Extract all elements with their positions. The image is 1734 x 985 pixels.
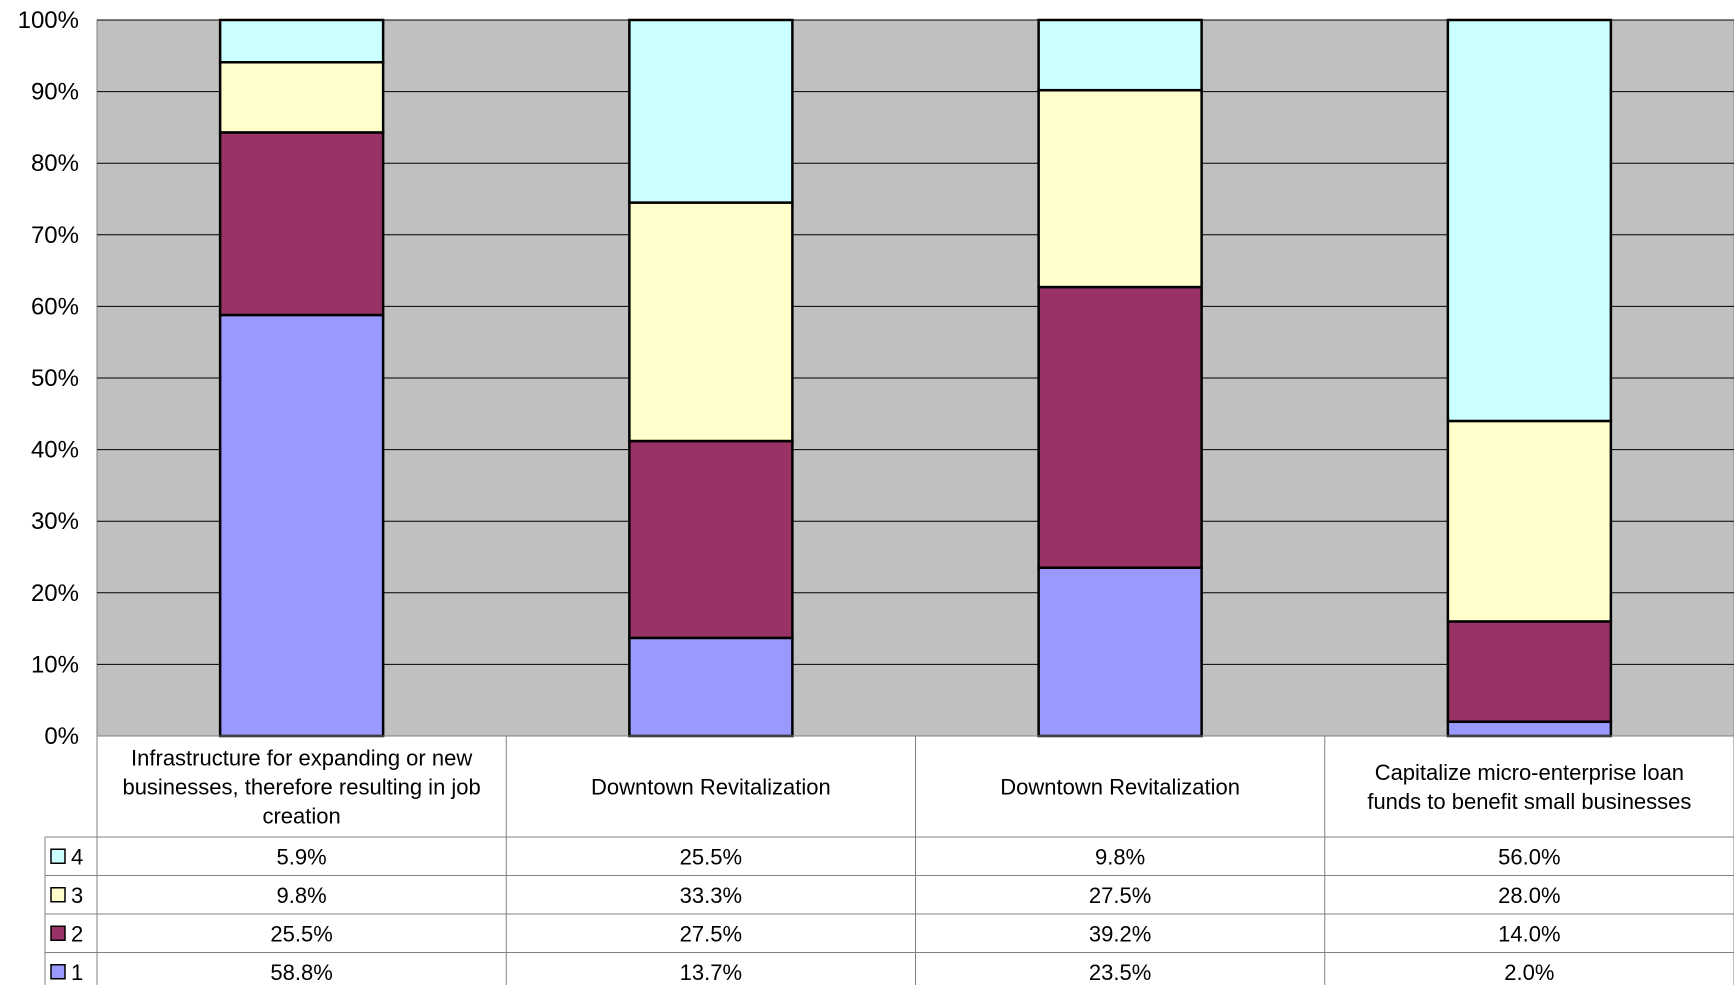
bar-segment-series-4: [218, 18, 385, 64]
legend-key-series-2: [50, 925, 66, 941]
category-header-label: creation: [262, 804, 340, 829]
legend-label-series-2: 2: [71, 921, 83, 946]
y-tick-label: 60%: [31, 293, 79, 320]
table-value-cell: 13.7%: [680, 960, 742, 985]
table-value-cell: 9.8%: [1095, 844, 1145, 869]
table-value-cell: 2.0%: [1504, 960, 1554, 985]
bar-stack: [628, 18, 794, 738]
bar-segment-series-2: [1037, 285, 1203, 569]
bar-segment-series-1: [1446, 720, 1613, 738]
category-header-label: Infrastructure for expanding or new: [131, 746, 472, 771]
table-value-cell: 56.0%: [1498, 844, 1560, 869]
bar-segment-series-4: [628, 18, 794, 204]
table-value-cell: 25.5%: [270, 921, 332, 946]
bar-segment-series-1: [1037, 566, 1203, 738]
legend-label-series-3: 3: [71, 883, 83, 908]
table-value-cell: 14.0%: [1498, 921, 1560, 946]
table-value-cell: 27.5%: [1089, 883, 1151, 908]
category-header-label: funds to benefit small businesses: [1367, 789, 1691, 814]
y-tick-label: 0%: [44, 723, 79, 750]
bar-segment-series-3: [628, 201, 794, 443]
y-tick-label: 20%: [31, 580, 79, 607]
bar-segment-series-3: [218, 60, 385, 134]
legend-label-series-1: 1: [71, 960, 83, 985]
y-tick-label: 50%: [31, 365, 79, 392]
table-value-cell: 23.5%: [1089, 960, 1151, 985]
table-value-cell: 39.2%: [1089, 921, 1151, 946]
y-tick-label: 80%: [31, 150, 79, 177]
table-value-cell: 9.8%: [277, 883, 327, 908]
bar-segment-series-4: [1037, 18, 1203, 92]
y-tick-label: 40%: [31, 437, 79, 464]
y-axis-tick-labels: 0% 10% 20% 30% 40% 50% 60% 70% 80% 90% 100%: [18, 7, 79, 750]
bar-segment-series-4: [1446, 18, 1613, 423]
data-table: Infrastructure for expanding or new busin…: [44, 735, 1734, 985]
legend-key-series-4: [50, 848, 66, 864]
category-header-label: Downtown Revitalization: [591, 775, 831, 800]
bar-segment-series-2: [218, 131, 385, 317]
bar-segment-series-1: [628, 636, 794, 738]
y-tick-label: 90%: [31, 79, 79, 106]
table-value-cell: 5.9%: [277, 844, 327, 869]
bar-stacks: [218, 18, 1613, 738]
category-header-label: businesses, therefore resulting in job: [122, 775, 480, 800]
table-value-cell: 27.5%: [680, 921, 742, 946]
bar-segment-series-2: [1446, 620, 1613, 723]
category-header-label: Downtown Revitalization: [1000, 775, 1240, 800]
table-value-cell: 25.5%: [680, 844, 742, 869]
y-tick-label: 10%: [31, 651, 79, 678]
bar-stack: [1037, 18, 1203, 738]
bar-stack: [218, 18, 385, 738]
category-header-label: Capitalize micro-enterprise loan: [1375, 760, 1684, 785]
bar-stack: [1446, 18, 1613, 738]
bar-segment-series-3: [1037, 88, 1203, 289]
legend-key-series-1: [50, 964, 66, 980]
y-tick-label: 100%: [18, 7, 79, 34]
y-tick-label: 70%: [31, 222, 79, 249]
bar-segment-series-1: [218, 313, 385, 738]
table-value-cell: 28.0%: [1498, 883, 1560, 908]
table-value-cell: 33.3%: [680, 883, 742, 908]
bar-segment-series-2: [628, 439, 794, 640]
table-value-cell: 58.8%: [270, 960, 332, 985]
bar-segment-series-3: [1446, 419, 1613, 623]
y-tick-label: 30%: [31, 508, 79, 535]
legend-label-series-4: 4: [71, 844, 83, 869]
legend-key-series-3: [50, 887, 66, 903]
